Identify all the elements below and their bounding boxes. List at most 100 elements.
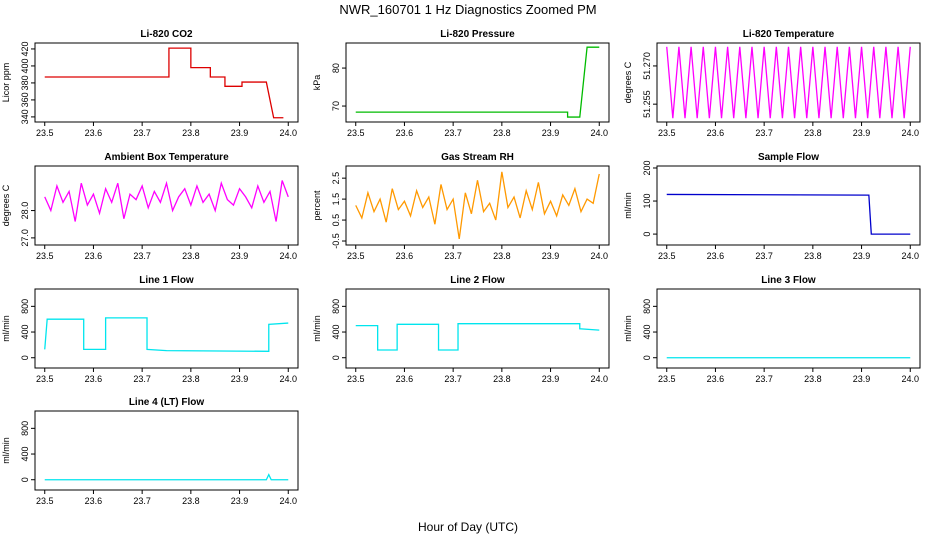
x-tick-label: 23.8 (493, 374, 511, 384)
x-tick-label: 23.8 (182, 251, 200, 261)
data-line (666, 193, 911, 235)
panel-title: Li-820 CO2 (140, 29, 193, 40)
x-tick-label: 24.0 (279, 374, 297, 384)
plot-frame (34, 165, 299, 246)
page-title: NWR_160701 1 Hz Diagnostics Zoomed PM (339, 2, 596, 17)
data-line (44, 47, 284, 119)
data-line (355, 323, 600, 351)
x-tick-label: 23.7 (755, 251, 773, 261)
panel-title: Line 4 (LT) Flow (129, 397, 205, 408)
y-tick-label: 0 (20, 477, 30, 482)
x-tick-label: 23.5 (347, 251, 365, 261)
panel-title: Line 3 Flow (761, 275, 816, 286)
x-tick-label: 23.9 (231, 496, 249, 506)
data-line (44, 180, 289, 222)
x-tick-label: 23.6 (396, 251, 414, 261)
x-tick-label: 23.9 (542, 374, 560, 384)
y-tick-label: 100 (642, 194, 652, 209)
x-tick-label: 23.8 (182, 128, 200, 138)
y-tick-label: 800 (20, 299, 30, 314)
x-tick-label: 23.8 (493, 251, 511, 261)
y-axis-label: ml/min (1, 315, 11, 342)
y-tick-label: 400 (20, 58, 30, 73)
data-line (355, 46, 600, 118)
y-tick-label: 800 (20, 421, 30, 436)
y-tick-label: 800 (642, 299, 652, 314)
x-tick-label: 23.7 (444, 128, 462, 138)
x-tick-label: 23.6 (707, 128, 725, 138)
y-tick-label: 400 (20, 325, 30, 340)
y-tick-label: 400 (642, 325, 652, 340)
y-axis-label: degrees C (623, 61, 633, 103)
x-tick-label: 23.7 (755, 128, 773, 138)
x-tick-label: 23.8 (182, 374, 200, 384)
y-tick-label: 80 (331, 63, 341, 73)
x-tick-label: 23.7 (444, 251, 462, 261)
x-tick-label: 23.7 (444, 374, 462, 384)
x-tick-label: 23.6 (85, 251, 103, 261)
x-tick-label: 23.6 (396, 374, 414, 384)
y-tick-label: 2.5 (331, 172, 341, 185)
x-tick-label: 24.0 (901, 128, 919, 138)
data-line (44, 317, 289, 352)
x-tick-label: 23.5 (36, 128, 54, 138)
y-axis-label: ml/min (1, 437, 11, 464)
x-tick-label: 23.8 (804, 251, 822, 261)
x-tick-label: 23.6 (85, 128, 103, 138)
y-tick-label: 340 (20, 109, 30, 124)
y-tick-label: 800 (331, 299, 341, 314)
x-tick-label: 23.5 (347, 128, 365, 138)
x-tick-label: 23.7 (133, 496, 151, 506)
x-tick-label: 23.6 (85, 374, 103, 384)
plot-frame (345, 165, 610, 246)
x-tick-label: 23.7 (133, 251, 151, 261)
x-tick-label: 23.9 (231, 374, 249, 384)
x-tick-label: 24.0 (279, 128, 297, 138)
y-tick-label: -0.5 (331, 233, 341, 249)
x-tick-label: 23.8 (493, 128, 511, 138)
y-tick-label: 0 (20, 355, 30, 360)
data-line (44, 473, 289, 481)
x-tick-label: 23.8 (182, 496, 200, 506)
y-tick-label: 0 (642, 355, 652, 360)
x-tick-label: 23.8 (804, 128, 822, 138)
x-axis-label: Hour of Day (UTC) (418, 520, 518, 534)
y-tick-label: 51.255 (642, 90, 652, 118)
y-tick-label: 200 (642, 160, 652, 175)
y-tick-label: 400 (20, 447, 30, 462)
y-axis-label: degrees C (1, 184, 11, 226)
panel-title: Line 2 Flow (450, 275, 505, 286)
x-tick-label: 23.9 (853, 128, 871, 138)
x-tick-label: 23.8 (804, 374, 822, 384)
panel-title: Gas Stream RH (441, 152, 514, 163)
x-tick-label: 23.5 (36, 251, 54, 261)
x-tick-label: 23.9 (542, 128, 560, 138)
y-tick-label: 400 (331, 325, 341, 340)
x-tick-label: 24.0 (901, 374, 919, 384)
x-tick-label: 23.7 (755, 374, 773, 384)
panel-title: Sample Flow (758, 152, 819, 163)
plot-frame (656, 288, 921, 369)
panel-title: Li-820 Pressure (440, 29, 515, 40)
y-tick-label: 0 (331, 355, 341, 360)
x-tick-label: 24.0 (901, 251, 919, 261)
y-tick-label: 51.270 (642, 52, 652, 80)
y-tick-label: 380 (20, 75, 30, 90)
plot-frame (345, 288, 610, 369)
x-tick-label: 23.6 (707, 251, 725, 261)
plot-frame (656, 42, 921, 123)
plot-frame (656, 165, 921, 246)
x-tick-label: 24.0 (279, 496, 297, 506)
x-tick-label: 23.9 (231, 128, 249, 138)
x-tick-label: 23.6 (396, 128, 414, 138)
x-tick-label: 24.0 (590, 128, 608, 138)
x-tick-label: 23.5 (658, 251, 676, 261)
y-tick-label: 27.0 (20, 229, 30, 247)
y-axis-label: kPa (312, 75, 322, 91)
x-tick-label: 23.5 (347, 374, 365, 384)
y-axis-label: Licor ppm (1, 63, 11, 103)
x-tick-label: 23.9 (853, 374, 871, 384)
x-tick-label: 23.7 (133, 128, 151, 138)
panel-title: Line 1 Flow (139, 275, 194, 286)
y-tick-label: 0 (642, 232, 652, 237)
